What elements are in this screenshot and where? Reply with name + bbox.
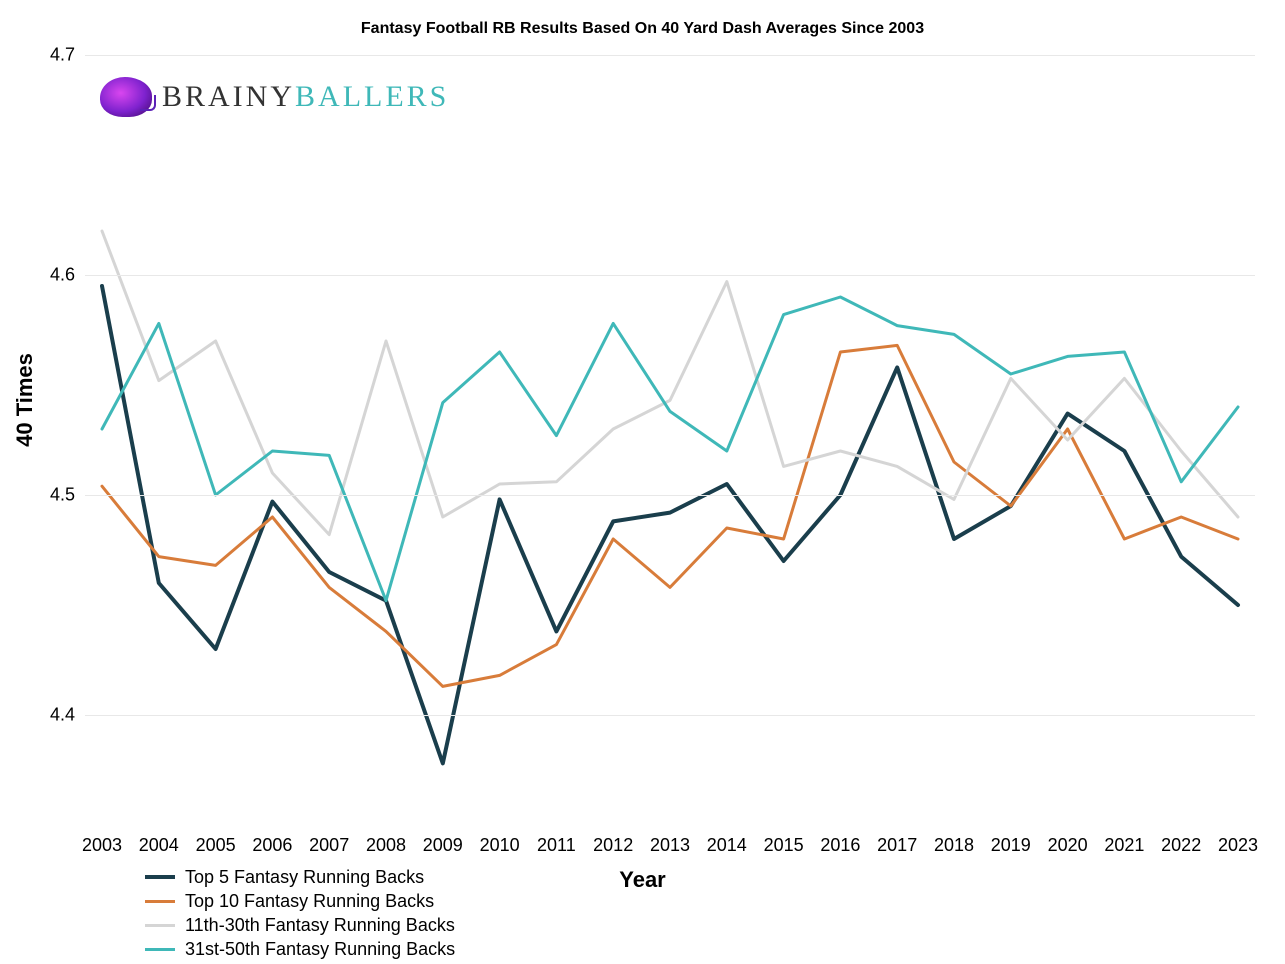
x-tick-label: 2005: [196, 835, 236, 856]
series-line: [102, 297, 1238, 601]
legend-item: Top 5 Fantasy Running Backs: [145, 865, 455, 889]
x-tick-label: 2006: [252, 835, 292, 856]
brand-text-b: BALLERS: [295, 80, 449, 113]
legend-swatch: [145, 948, 175, 951]
legend-label: 11th-30th Fantasy Running Backs: [185, 915, 455, 936]
x-tick-label: 2011: [537, 835, 576, 856]
x-tick-label: 2021: [1104, 835, 1144, 856]
x-tick-label: 2012: [593, 835, 633, 856]
y-tick-label: 4.4: [50, 705, 75, 726]
y-tick-label: 4.5: [50, 485, 75, 506]
gridline: [85, 495, 1255, 496]
x-tick-label: 2008: [366, 835, 406, 856]
chart-title: Fantasy Football RB Results Based On 40 …: [0, 20, 1285, 38]
legend-swatch: [145, 875, 175, 879]
helmet-icon: [100, 77, 152, 117]
x-tick-label: 2017: [877, 835, 917, 856]
legend-swatch: [145, 900, 175, 903]
legend-swatch: [145, 924, 175, 927]
x-tick-label: 2018: [934, 835, 974, 856]
line-chart-svg: [85, 55, 1255, 825]
plot-area: [85, 55, 1255, 825]
brand-text-a: BRAINY: [162, 80, 295, 113]
x-tick-label: 2022: [1161, 835, 1201, 856]
y-tick-label: 4.6: [50, 265, 75, 286]
brand-text: BRAINYBALLERS: [162, 80, 449, 114]
y-axis-title: 40 Times: [12, 353, 38, 447]
x-tick-label: 2003: [82, 835, 122, 856]
legend-item: Top 10 Fantasy Running Backs: [145, 889, 455, 913]
series-line: [102, 231, 1238, 535]
chart-container: Fantasy Football RB Results Based On 40 …: [0, 0, 1285, 964]
legend-item: 11th-30th Fantasy Running Backs: [145, 913, 455, 937]
gridline: [85, 275, 1255, 276]
x-tick-label: 2019: [991, 835, 1031, 856]
series-line: [102, 345, 1238, 686]
gridline: [85, 715, 1255, 716]
x-tick-label: 2023: [1218, 835, 1258, 856]
legend-label: Top 10 Fantasy Running Backs: [185, 891, 434, 912]
y-tick-label: 4.7: [50, 45, 75, 66]
legend-item: 31st-50th Fantasy Running Backs: [145, 937, 455, 961]
x-tick-label: 2015: [764, 835, 804, 856]
legend-label: Top 5 Fantasy Running Backs: [185, 867, 424, 888]
legend: Top 5 Fantasy Running Backs Top 10 Fantas…: [145, 865, 455, 961]
legend-label: 31st-50th Fantasy Running Backs: [185, 939, 455, 960]
x-tick-label: 2020: [1048, 835, 1088, 856]
brand-logo: BRAINYBALLERS: [100, 77, 449, 117]
x-tick-label: 2014: [707, 835, 747, 856]
gridline: [85, 55, 1255, 56]
x-tick-label: 2016: [820, 835, 860, 856]
x-tick-label: 2010: [480, 835, 520, 856]
x-tick-label: 2004: [139, 835, 179, 856]
x-tick-label: 2009: [423, 835, 463, 856]
x-tick-label: 2007: [309, 835, 349, 856]
x-tick-label: 2013: [650, 835, 690, 856]
